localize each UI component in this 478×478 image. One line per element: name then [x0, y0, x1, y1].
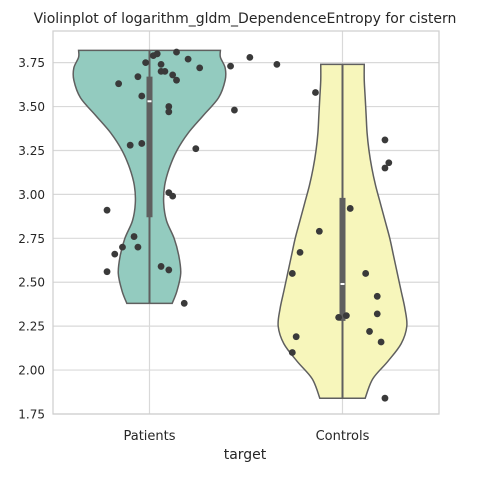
data-point: [315, 227, 323, 235]
data-point: [142, 59, 150, 67]
data-point: [161, 68, 169, 75]
data-point: [231, 106, 238, 114]
y-tick-label: 2.25: [18, 320, 45, 334]
data-point: [157, 60, 165, 68]
data-point: [288, 349, 296, 356]
data-point: [173, 48, 180, 56]
x-axis-label: target: [224, 447, 267, 463]
data-point: [138, 92, 146, 100]
data-point: [381, 136, 389, 144]
y-tick-label: 2.75: [18, 232, 45, 246]
y-tick-label: 3.25: [18, 144, 45, 158]
y-tick-label: 1.75: [18, 408, 45, 422]
y-tick-label: 3.00: [18, 188, 45, 202]
data-point: [362, 270, 370, 277]
data-point: [103, 268, 111, 276]
chart-title: Violinplot of logarithm_gldm_DependenceE…: [34, 11, 457, 27]
data-point: [153, 50, 161, 58]
data-point: [119, 243, 126, 251]
x-tick-label: Controls: [316, 429, 370, 444]
data-point: [196, 64, 204, 72]
data-point: [288, 270, 296, 277]
data-point: [312, 89, 319, 96]
data-point: [103, 206, 111, 214]
data-point: [192, 145, 200, 153]
data-point: [169, 71, 177, 79]
data-point: [138, 140, 146, 147]
data-point: [246, 53, 254, 61]
data-point: [165, 103, 173, 110]
x-tick-label: Patients: [123, 429, 175, 444]
data-point: [335, 313, 343, 321]
data-point: [373, 310, 381, 318]
y-tick-label: 3.50: [18, 100, 45, 114]
data-point: [157, 263, 165, 270]
plot-frame: [52, 30, 440, 415]
data-point: [134, 73, 142, 81]
data-point: [227, 62, 234, 70]
data-point: [273, 60, 281, 68]
y-tick-label: 3.75: [18, 56, 45, 70]
data-point: [292, 333, 300, 341]
data-point: [381, 394, 389, 402]
data-point: [377, 338, 385, 346]
data-point: [342, 312, 350, 320]
y-tick-label: 2.50: [18, 276, 45, 290]
data-point: [126, 141, 134, 149]
violins: [72, 48, 408, 402]
data-point: [373, 292, 381, 300]
data-point: [296, 248, 304, 256]
data-point: [115, 80, 123, 88]
data-point: [381, 164, 389, 172]
data-point: [111, 250, 119, 258]
data-point: [165, 108, 173, 116]
data-point: [366, 328, 373, 335]
data-point: [385, 159, 393, 167]
data-point: [184, 55, 192, 63]
data-point: [130, 233, 138, 240]
y-tick-labels: 1.75 2.00 2.25 2.50 2.75 3.00 3.25 3.50 3.75: [18, 56, 45, 421]
data-point: [169, 192, 177, 200]
data-point: [180, 299, 188, 307]
data-point: [346, 205, 354, 212]
y-tick-label: 2.00: [18, 364, 45, 378]
data-point: [173, 76, 180, 84]
data-point: [134, 243, 142, 251]
data-point: [165, 266, 173, 274]
x-tick-labels: Patients Controls: [123, 429, 369, 444]
